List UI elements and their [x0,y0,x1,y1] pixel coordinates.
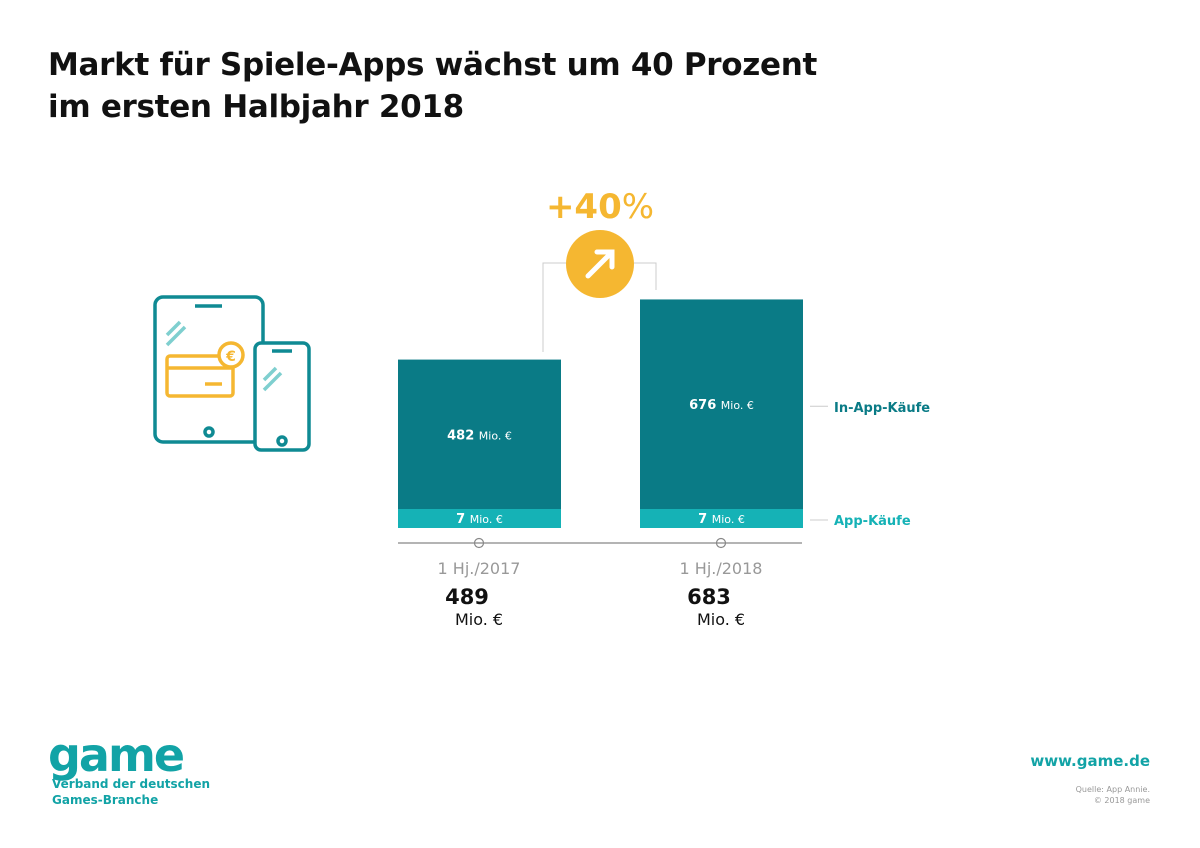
total-value: 489 [445,585,489,609]
website-link[interactable]: www.game.de [1030,752,1150,770]
org-line-2: Games-Branche [52,793,159,807]
source-note: Quelle: App Annie. © 2018 game [1076,784,1150,806]
total-unit: Mio. € [697,610,745,629]
data-label-app: 7 Mio. € [698,512,745,527]
total-value: 683 [687,585,731,609]
growth-label: +40% [546,187,654,227]
title-line-2: im ersten Halbjahr 2018 [48,89,464,125]
page-title: Markt für Spiele-Apps wächst um 40 Proze… [48,44,817,128]
x-tick-label: 1 Hj./2017 [438,559,521,578]
bar-app-kaeufe [398,509,561,528]
total-unit: Mio. € [455,610,503,629]
game-logo: game [48,728,185,782]
legend-in-app-kaeufe: In-App-Käufe [834,401,930,416]
data-label-in-app: 482 Mio. € [447,428,512,443]
legend-app-kaeufe: App-Käufe [834,514,911,529]
bar-in-app-kaeufe [640,299,803,509]
data-label-app: 7 Mio. € [456,512,503,527]
org-name: Verband der deutschen Games-Branche [52,776,210,808]
org-line-1: Verband der deutschen [52,777,210,791]
bar-app-kaeufe [640,509,803,528]
svg-text:€: € [225,349,236,365]
growth-connector [542,262,657,352]
source-line-2: © 2018 game [1093,796,1150,805]
source-line-1: Quelle: App Annie. [1075,785,1150,794]
title-line-1: Markt für Spiele-Apps wächst um 40 Proze… [48,47,818,83]
data-label-in-app: 676 Mio. € [689,398,754,413]
arrow-up-right-icon [585,249,615,279]
tablet-phone-payment-icon: € [153,295,311,452]
x-tick-label: 1 Hj./2018 [680,559,763,578]
bar-in-app-kaeufe [398,359,561,509]
